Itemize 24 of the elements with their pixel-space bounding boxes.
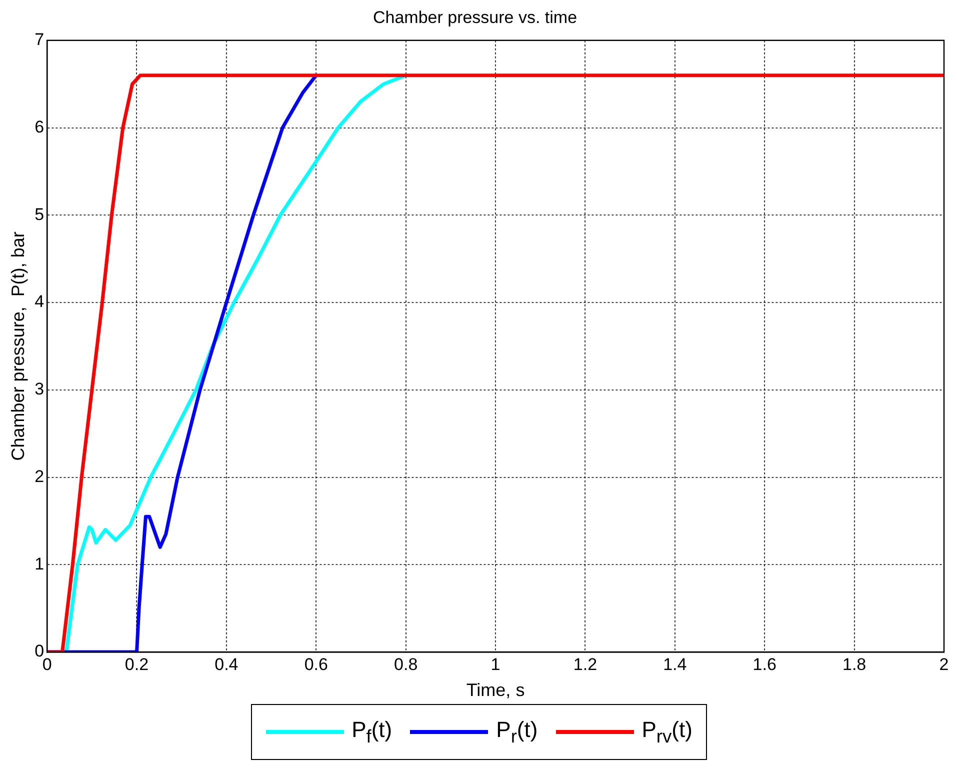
x-tick-label: 1.4 (663, 654, 687, 674)
y-tick-label: 2 (34, 466, 44, 486)
y-tick-label: 5 (34, 204, 44, 224)
x-tick-label: 1.2 (573, 654, 598, 674)
legend-label: P$_{rv}$(t) (642, 717, 692, 748)
y-tick-label: 3 (34, 380, 44, 399)
legend-label: P$_{r}$(t) (496, 717, 538, 748)
x-axis-title: Time, s (466, 680, 525, 700)
x-tick-label: 0.6 (304, 654, 328, 674)
y-axis-title: Chamber pressure, P(t), bar (8, 232, 28, 461)
y-tick-label: 6 (34, 117, 44, 136)
y-tick-label: 0 (34, 642, 44, 661)
x-tick-label: 1.8 (842, 654, 866, 674)
legend-label: P$_{f}$(t) (352, 717, 392, 748)
y-tick-label: 4 (34, 292, 44, 312)
y-tick-label: 7 (34, 30, 44, 50)
x-tick-label: 1 (490, 654, 500, 674)
x-tick-label: 1.6 (752, 654, 776, 674)
x-tick-label: 0.8 (394, 654, 418, 674)
chart-title: Chamber pressure vs. time (372, 8, 578, 27)
x-tick-label: 2 (939, 654, 949, 674)
x-tick-label: 0.4 (214, 654, 238, 674)
y-tick-label: 1 (34, 554, 44, 574)
x-tick-label: 0.2 (124, 654, 149, 674)
